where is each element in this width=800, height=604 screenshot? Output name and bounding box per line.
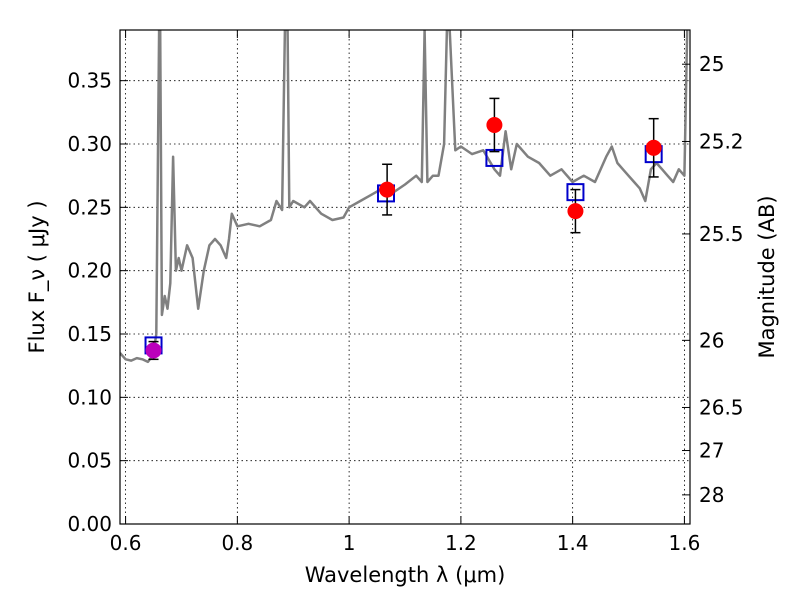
y-tick-label: 0.35 xyxy=(67,69,112,93)
observed-flux-point xyxy=(567,203,584,220)
spectrum-layer xyxy=(120,30,689,364)
plot-frame xyxy=(119,29,691,525)
tick-layer: 0.6 0.8 1 1.2 1.4 1.6 0.00 0.05 0.10 0.15 0.20 0.25… xyxy=(67,30,744,555)
y-tick-label: 0.15 xyxy=(67,322,112,346)
x-tick-label: 0.6 xyxy=(110,531,142,555)
right-tick-label: 26 xyxy=(699,328,724,352)
y-tick-label: 0.20 xyxy=(67,259,112,283)
x-axis-title: Wavelength λ (μm) xyxy=(305,563,506,587)
model-spectrum-line xyxy=(120,30,689,364)
x-tick-label: 1.4 xyxy=(557,531,589,555)
y-axis-title: Flux F_ν ( μJy ) xyxy=(25,200,50,353)
observed-flux-point xyxy=(379,181,396,198)
x-tick-label: 1.2 xyxy=(445,531,477,555)
x-tick-label: 1.6 xyxy=(669,531,701,555)
observed-flux-point xyxy=(645,139,662,156)
y-tick-label: 0.10 xyxy=(67,385,112,409)
right-tick-label: 26.5 xyxy=(699,395,744,419)
observed-flux-point xyxy=(145,342,162,359)
right-tick-label: 27 xyxy=(699,439,724,463)
right-tick-label: 25.5 xyxy=(699,222,744,246)
observed-photometry-layer xyxy=(145,97,662,361)
y-tick-label: 0.30 xyxy=(67,132,112,156)
right-tick-label: 25.2 xyxy=(699,129,744,153)
right-tick-label: 28 xyxy=(699,483,724,507)
x-tick-label: 1 xyxy=(343,531,356,555)
observed-flux-point xyxy=(486,117,503,133)
plot-background xyxy=(120,30,690,524)
y-axis-right-title: Magnitude (AB) xyxy=(755,195,779,358)
y-tick-label: 0.00 xyxy=(67,512,112,536)
y-tick-label: 0.05 xyxy=(67,449,112,473)
right-tick-label: 25 xyxy=(699,52,724,76)
y-tick-label: 0.25 xyxy=(67,195,112,219)
x-tick-label: 0.8 xyxy=(221,531,253,555)
